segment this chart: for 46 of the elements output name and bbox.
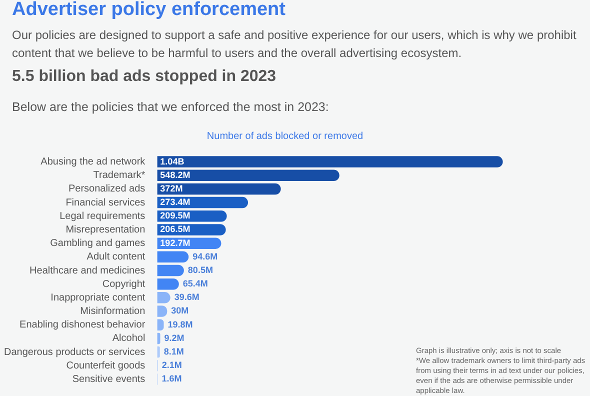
y-tick-label: Financial services: [66, 197, 146, 208]
data-label: 192.7M: [160, 238, 190, 248]
y-tick-label: Enabling dishonest behavior: [20, 320, 146, 331]
y-tick-label: Counterfeit goods: [66, 360, 146, 372]
bar: [157, 251, 189, 263]
y-tick-label: Adult content: [86, 252, 146, 263]
data-label: 94.6M: [192, 251, 218, 262]
y-tick-label: Legal requirements: [60, 210, 146, 222]
data-label: 1.6M: [162, 374, 182, 384]
bar: [157, 170, 340, 182]
data-label: 80.5M: [188, 264, 213, 275]
data-label: 2.1M: [162, 360, 182, 370]
data-label: 548.2M: [160, 170, 190, 180]
y-tick-label: Misrepresentation: [66, 224, 146, 236]
bar: [157, 346, 160, 358]
bar: [157, 183, 281, 195]
y-tick-label: Gambling and games: [50, 238, 146, 250]
y-tick-label: Alcohol: [112, 333, 146, 344]
bar: [157, 278, 179, 290]
text: 5.5 billion bad ads stopped in 2023: [12, 68, 276, 86]
data-label: 209.5M: [160, 210, 190, 221]
data-label: 9.2M: [164, 332, 184, 343]
y-tick-label: Dangerous products or services: [4, 346, 146, 358]
data-label: 19.8M: [168, 319, 193, 330]
y-tick-label: Personalized ads: [68, 184, 146, 195]
data-label: 39.6M: [174, 292, 200, 302]
bar: [157, 264, 184, 276]
data-label: 65.4M: [182, 278, 208, 289]
chart-subtitle: Our policies are designed to support a safe and positive experience for our users, which is why we prohibit content that we believe to be harmful to users and the overall advertising ecosystem.: [12, 27, 578, 62]
data-label: 372M: [160, 183, 183, 194]
y-tick-label: Misinformation: [80, 306, 146, 318]
y-tick-label: Copyright: [102, 278, 146, 290]
y-tick-label: Abusing the ad network: [40, 156, 146, 168]
bar: [157, 156, 503, 168]
y-tick-label: Sensitive events: [72, 374, 146, 385]
data-label: 273.4M: [160, 197, 190, 208]
y-tick-label: Inappropriate content: [50, 292, 146, 304]
text: Below are the policies that we enforced the most in 2023:: [12, 100, 329, 114]
data-label: 8.1M: [164, 346, 184, 357]
data-label: 30M: [171, 306, 189, 316]
x-axis-title: Number of ads blocked or removed: [206, 131, 364, 142]
data-label: 1.04B: [160, 156, 185, 166]
y-tick-label: Trademark*: [93, 170, 146, 182]
chart-title: Advertiser policy enforcement: [12, 0, 286, 21]
data-label: 206.5M: [160, 224, 190, 234]
y-tick-label: Healthcare and medicines: [30, 265, 146, 276]
